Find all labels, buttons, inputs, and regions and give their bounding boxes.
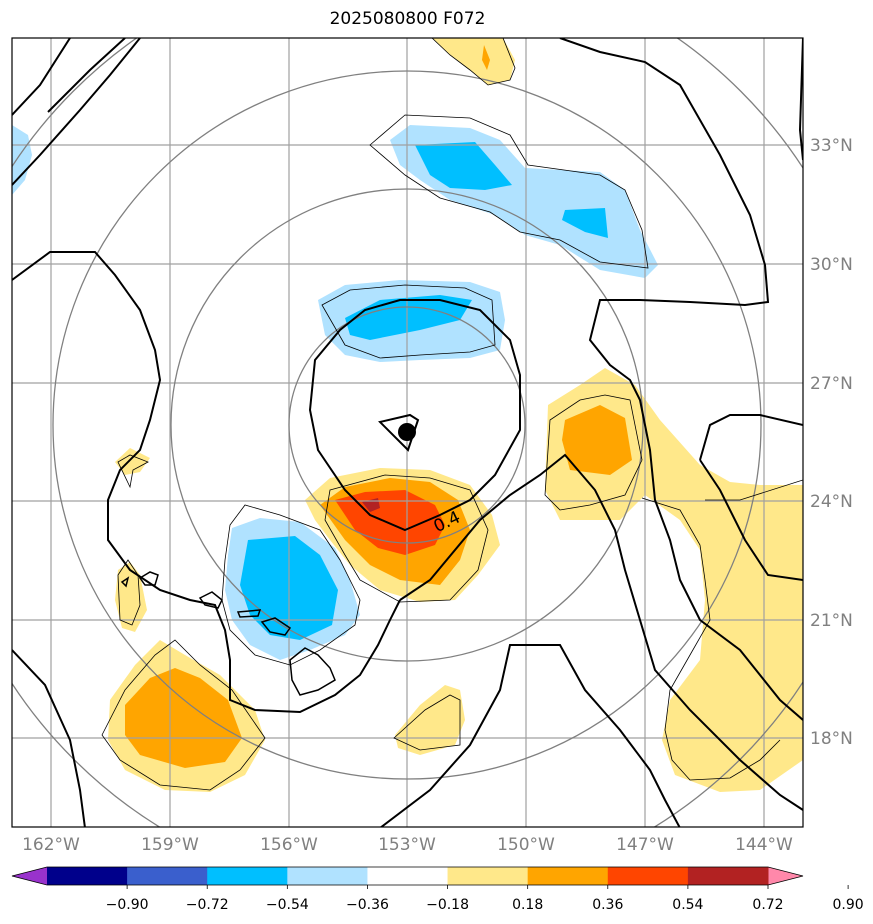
colorbar: −0.90 −0.72 −0.54 −0.36 −0.18 0.18 0.36 0.54 0.7… (11, 866, 864, 913)
positive-anomaly-area (482, 45, 490, 70)
lon-label: 153°W (378, 835, 436, 855)
storm-center-dot (398, 423, 416, 441)
island-coastline (289, 647, 336, 696)
island-coastline (138, 571, 159, 586)
lon-label: 156°W (260, 835, 318, 855)
positive-anomaly-area (562, 405, 632, 475)
colorbar-tick-label: −0.90 (106, 897, 149, 913)
lat-label: 33°N (810, 136, 853, 156)
colorbar-tick-label: −0.18 (426, 897, 469, 913)
island-coastline (236, 609, 262, 618)
island-coastline (260, 617, 292, 636)
colorbar-ticks: −0.90 −0.72 −0.54 −0.36 −0.18 0.18 0.36 0.54 0.7… (106, 885, 864, 913)
colorbar-segment (447, 867, 529, 885)
lat-label: 24°N (810, 492, 853, 512)
island-coastline (198, 591, 223, 609)
colorbar-extend-low (12, 867, 47, 885)
storm-marker (378, 413, 420, 452)
colorbar-outline (11, 866, 804, 886)
colorbar-tick-label: −0.54 (266, 897, 309, 913)
lat-label: 21°N (810, 611, 853, 631)
negative-anomaly-area (562, 208, 608, 238)
lon-label: 144°W (735, 835, 793, 855)
map-title: 2025080800 F072 (329, 9, 486, 29)
colorbar-segment (687, 867, 769, 885)
map-frame (11, 37, 804, 828)
colorbar-segment (527, 867, 609, 885)
thick-contours (12, 38, 803, 827)
colorbar-segment (127, 867, 208, 885)
coastlines (120, 571, 336, 696)
longitude-labels: 162°W 159°W 156°W 153°W 150°W 147°W 144°… (22, 835, 793, 855)
positive-anomaly-area (432, 38, 515, 85)
colorbar-tick-label: 0.72 (752, 897, 783, 913)
colorbar-tick-label: 0.18 (512, 897, 543, 913)
negative-anomaly-area (415, 142, 512, 190)
lat-label: 18°N (810, 729, 853, 749)
positive-anomaly-area (115, 448, 150, 475)
colorbar-tick-label: −0.36 (346, 897, 389, 913)
lon-label: 150°W (497, 835, 555, 855)
graticule (12, 38, 803, 827)
lat-label: 27°N (810, 374, 853, 394)
lon-label: 147°W (616, 835, 674, 855)
colorbar-segment (367, 867, 449, 885)
colorbar-extend-high (768, 867, 803, 885)
colorbar-segment (607, 867, 689, 885)
shaded-field (12, 38, 803, 792)
island-coastline (120, 576, 130, 588)
positive-anomaly-area (125, 668, 242, 768)
lon-label: 159°W (141, 835, 199, 855)
thin-contours (101, 38, 803, 791)
colorbar-segment (207, 867, 288, 885)
lon-label: 162°W (22, 835, 80, 855)
range-rings (12, 38, 803, 827)
storm-track-triangle (378, 413, 420, 452)
colorbar-segment (47, 867, 128, 885)
lat-label: 30°N (810, 255, 853, 275)
latitude-labels: 33°N 30°N 27°N 24°N 21°N 18°N (810, 136, 853, 749)
map-panel: 0.4 (12, 38, 803, 827)
colorbar-segments (12, 867, 803, 885)
colorbar-tick-label: 0.54 (672, 897, 703, 913)
colorbar-segment (287, 867, 368, 885)
positive-anomaly-area (115, 562, 147, 632)
colorbar-tick-label: 0.90 (833, 897, 864, 913)
negative-anomaly-area (12, 125, 32, 195)
colorbar-tick-label: 0.36 (592, 897, 623, 913)
colorbar-tick-label: −0.72 (186, 897, 229, 913)
